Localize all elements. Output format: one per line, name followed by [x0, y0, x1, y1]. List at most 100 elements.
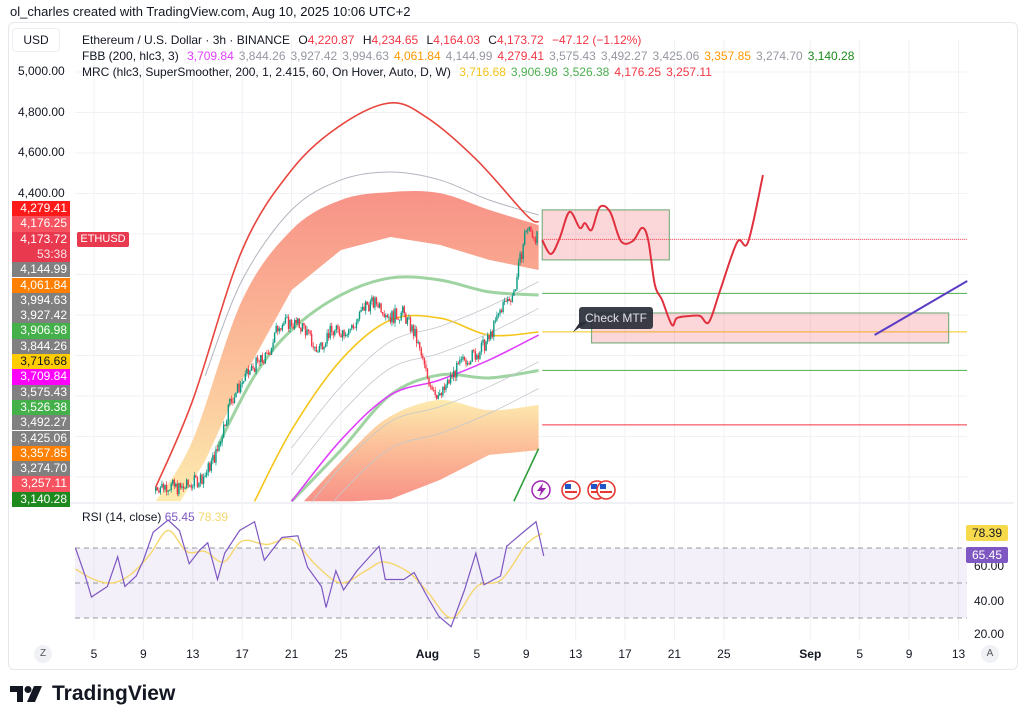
candle — [530, 226, 532, 232]
candle — [218, 444, 220, 451]
lightning-ring — [531, 480, 551, 500]
check-mtf-note[interactable]: Check MTF — [579, 307, 653, 329]
candle — [372, 297, 375, 308]
price-tag-value: 4,279.41 — [20, 201, 67, 215]
candle — [250, 366, 253, 371]
fbb-legend[interactable]: FBB (200, hlc3, 3) 3,709.84 3,844.26 3,927… — [82, 49, 859, 63]
time-axis-tick: 9 — [140, 647, 147, 661]
candle — [477, 354, 480, 359]
auto-scale-button[interactable]: A — [981, 645, 999, 663]
candle — [293, 319, 296, 329]
candle — [466, 363, 469, 365]
price-tag: 3,257.11 — [12, 476, 70, 492]
time-axis-tick: 13 — [568, 647, 583, 661]
mrc-legend[interactable]: MRC (hlc3, SuperSmoother, 200, 1, 2.415,… — [82, 65, 717, 79]
candle — [457, 362, 460, 364]
candle — [412, 325, 415, 337]
rsi-title[interactable]: RSI (14, close) — [82, 510, 162, 524]
candle — [440, 393, 443, 396]
candle — [423, 358, 426, 365]
fbb-basis-line — [290, 334, 539, 502]
price-axis-tick: 4,800.00 — [18, 104, 65, 119]
candle — [459, 359, 461, 364]
currency-button[interactable]: USD — [12, 28, 60, 52]
price-tag: 3,526.38 — [12, 399, 70, 416]
rsi-legend[interactable]: RSI (14, close) 65.45 78.39 — [82, 510, 228, 524]
candle — [469, 361, 472, 365]
flag-canton — [600, 484, 606, 489]
candle — [488, 335, 490, 340]
candle — [247, 368, 250, 375]
zoom-button[interactable]: Z — [34, 645, 52, 663]
price-tag-value: 3,526.38 — [20, 399, 67, 414]
candle — [482, 339, 484, 343]
candle — [213, 455, 216, 463]
mrc-title[interactable]: MRC (hlc3, SuperSmoother, 200, 1, 2.415,… — [82, 65, 451, 79]
candle — [190, 485, 192, 488]
rsi-value-tag: 65.45 — [966, 547, 1008, 563]
candle — [371, 297, 373, 302]
candle — [309, 331, 311, 334]
candle — [402, 306, 404, 313]
fbb-upper-line — [204, 171, 539, 376]
candle — [326, 333, 328, 344]
candle — [425, 364, 427, 369]
candle — [349, 328, 351, 330]
candle — [374, 297, 376, 308]
fbb-title[interactable]: FBB (200, hlc3, 3) — [82, 49, 179, 63]
candle — [352, 325, 355, 328]
candle — [273, 332, 276, 343]
candle — [204, 475, 206, 477]
candle — [385, 315, 387, 317]
candle — [332, 331, 334, 336]
candle — [465, 359, 467, 365]
mrc-value: 3,257.11 — [666, 65, 712, 79]
candle — [357, 318, 359, 323]
candle — [522, 244, 524, 260]
price-pane[interactable] — [155, 102, 968, 555]
tradingview-logo-icon — [10, 686, 42, 702]
candle — [348, 329, 350, 335]
candle — [534, 238, 537, 244]
candle — [179, 483, 182, 488]
lightning-bolt — [537, 483, 546, 497]
candle — [178, 483, 180, 495]
candle — [164, 484, 166, 490]
chart-credit: ol_charles created with TradingView.com,… — [10, 4, 411, 19]
upper-band-fill — [155, 191, 539, 502]
candle — [219, 442, 222, 445]
candle — [193, 475, 196, 487]
fbb-value: 3,575.43 — [549, 49, 596, 63]
candle — [528, 226, 531, 230]
candle — [476, 354, 478, 360]
candle — [507, 298, 509, 302]
candle — [409, 317, 412, 332]
rsi-pane[interactable] — [74, 519, 967, 628]
candle — [368, 304, 370, 312]
candle — [485, 341, 487, 351]
rsi-axis-tick: 40.00 — [974, 594, 1005, 608]
candle — [181, 486, 183, 488]
candle — [513, 290, 515, 296]
price-tag-value: 3,257.11 — [21, 476, 67, 491]
candle — [471, 350, 473, 362]
candle — [175, 483, 177, 487]
candle — [205, 472, 208, 476]
price-tag-value: 4,173.72 — [20, 231, 67, 246]
price-tag: 3,844.26 — [12, 338, 70, 354]
candle — [315, 346, 317, 352]
candle — [443, 386, 446, 390]
candle — [468, 363, 470, 365]
candle — [256, 357, 259, 362]
candle — [264, 352, 267, 364]
price-tag: 4,173.72 53:38 — [12, 231, 70, 263]
fbb-value: 4,279.41 — [497, 49, 545, 63]
symbol-title[interactable]: Ethereum / U.S. Dollar · 3h · BINANCE — [82, 33, 291, 47]
price-tag: 3,425.06 — [12, 430, 70, 446]
open-value: 4,220.87 — [307, 33, 355, 47]
mrc-upper-inner-line — [216, 275, 539, 448]
fbb-band-line — [332, 388, 539, 502]
price-tag-value: 3,274.70 — [20, 461, 67, 476]
fbb-value: 4,061.84 — [393, 49, 441, 63]
